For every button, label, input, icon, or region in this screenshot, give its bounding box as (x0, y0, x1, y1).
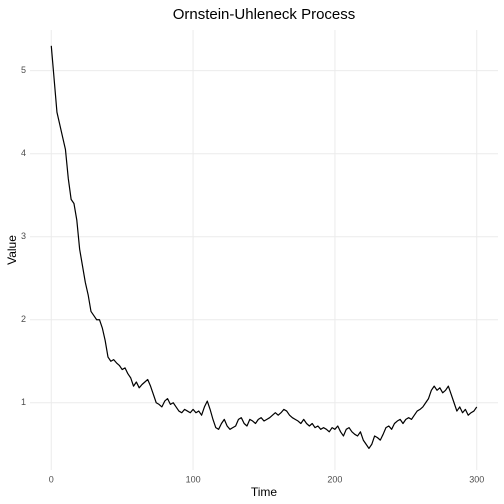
chart-title: Ornstein-Uhleneck Process (173, 6, 356, 23)
y-tick-label: 3 (21, 231, 26, 241)
x-tick-label: 300 (469, 474, 484, 484)
y-tick-label: 1 (21, 397, 26, 407)
y-axis-title: Value (5, 235, 19, 265)
y-tick-label: 5 (21, 65, 26, 75)
x-tick-label: 200 (327, 474, 342, 484)
x-axis-title: Time (251, 485, 278, 499)
x-tick-label: 100 (186, 474, 201, 484)
x-tick-label: 0 (49, 474, 54, 484)
y-tick-label: 4 (21, 148, 26, 158)
y-tick-label: 2 (21, 314, 26, 324)
line (50, 45, 478, 450)
